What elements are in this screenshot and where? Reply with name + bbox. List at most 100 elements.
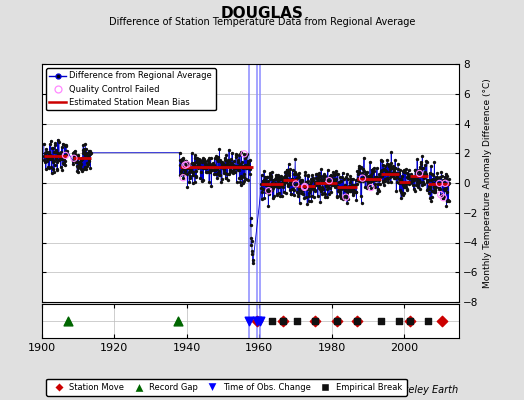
Point — [312, 171, 320, 178]
Point — [318, 191, 326, 198]
Point — [317, 176, 325, 183]
Point — [81, 164, 89, 170]
Point — [341, 186, 350, 193]
Point — [188, 150, 196, 157]
Point — [224, 162, 232, 169]
Point — [80, 147, 89, 154]
Point — [323, 177, 331, 184]
Point — [314, 172, 322, 178]
Point — [319, 173, 328, 180]
Point — [221, 161, 229, 168]
Point — [40, 156, 48, 163]
Point — [376, 174, 385, 180]
Point — [339, 184, 347, 190]
Point — [220, 165, 228, 172]
Point — [288, 176, 296, 182]
Point — [285, 180, 293, 187]
Point — [396, 179, 404, 186]
Point — [78, 154, 86, 161]
Point — [442, 184, 450, 191]
Point — [320, 176, 328, 182]
Point — [284, 168, 292, 174]
Point — [378, 172, 387, 179]
Point — [265, 191, 273, 198]
Point — [246, 222, 255, 228]
Point — [412, 172, 421, 178]
Point — [224, 161, 232, 168]
Point — [313, 177, 321, 184]
Text: Difference of Station Temperature Data from Regional Average: Difference of Station Temperature Data f… — [109, 17, 415, 27]
Point — [237, 175, 246, 181]
Point — [213, 166, 222, 172]
Point — [187, 164, 195, 171]
Point — [258, 178, 267, 184]
Point — [442, 176, 450, 183]
Point — [243, 164, 251, 171]
Point — [340, 193, 348, 200]
Point — [212, 170, 220, 177]
Point — [290, 192, 298, 198]
Point — [381, 168, 390, 174]
Point — [194, 160, 203, 166]
Point — [183, 163, 191, 169]
Point — [190, 152, 199, 158]
Point — [419, 165, 427, 171]
Point — [388, 172, 397, 178]
Point — [370, 168, 378, 174]
Point — [322, 180, 331, 187]
Point — [261, 178, 269, 185]
Point — [384, 171, 392, 177]
Point — [406, 171, 414, 177]
Point — [204, 158, 212, 164]
Point — [179, 174, 188, 181]
Point — [324, 167, 332, 173]
Point — [181, 162, 189, 168]
Point — [440, 186, 449, 192]
Point — [201, 158, 210, 164]
Point — [404, 174, 412, 180]
Point — [195, 164, 204, 170]
Point — [386, 164, 395, 170]
Point — [178, 164, 186, 171]
Point — [362, 176, 370, 183]
Point — [312, 182, 320, 188]
Point — [330, 172, 339, 178]
Point — [419, 173, 428, 179]
Point — [431, 174, 440, 180]
Point — [394, 166, 402, 172]
Point — [57, 144, 66, 150]
Point — [179, 174, 188, 181]
Point — [221, 155, 230, 161]
Point — [437, 168, 445, 175]
Point — [424, 182, 433, 189]
Point — [314, 170, 323, 177]
Point — [217, 164, 225, 170]
Point — [46, 141, 54, 147]
Point — [320, 171, 329, 177]
Point — [226, 160, 235, 167]
Point — [333, 171, 341, 177]
Point — [259, 178, 268, 184]
Point — [280, 180, 289, 187]
Point — [247, 238, 256, 244]
Point — [207, 163, 215, 169]
Point — [367, 172, 376, 178]
Point — [375, 171, 383, 178]
Point — [363, 185, 371, 191]
Point — [304, 198, 313, 204]
Point — [413, 176, 422, 183]
Point — [374, 180, 383, 187]
Point — [206, 163, 214, 170]
Point — [53, 166, 61, 172]
Point — [285, 170, 293, 176]
Point — [398, 190, 406, 197]
Point — [303, 173, 312, 180]
Point — [46, 152, 54, 158]
Point — [50, 168, 58, 175]
Point — [83, 160, 92, 167]
Point — [263, 174, 271, 180]
Point — [289, 187, 298, 193]
Point — [360, 154, 368, 161]
Point — [325, 191, 333, 197]
Point — [203, 161, 212, 168]
